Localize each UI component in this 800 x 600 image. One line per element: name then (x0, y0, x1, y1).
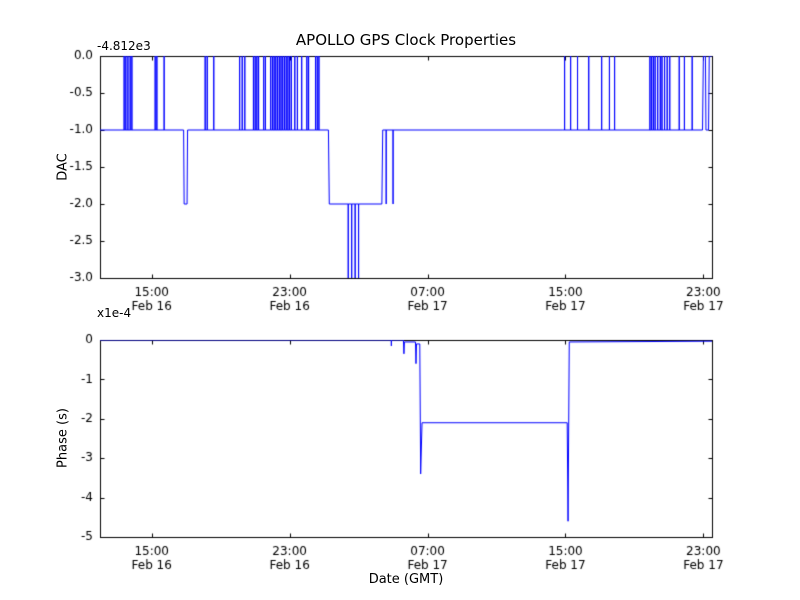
y-offset-text-bottom: x1e-4 (97, 306, 132, 320)
y-offset-text-top: -4.812e3 (97, 39, 151, 53)
y-axis-label-phase: Phase (s) (55, 408, 71, 468)
chart-title: APOLLO GPS Clock Properties (295, 31, 517, 49)
x-axis-label: Date (GMT) (368, 572, 444, 587)
y-axis-label-dac: DAC (55, 153, 71, 181)
